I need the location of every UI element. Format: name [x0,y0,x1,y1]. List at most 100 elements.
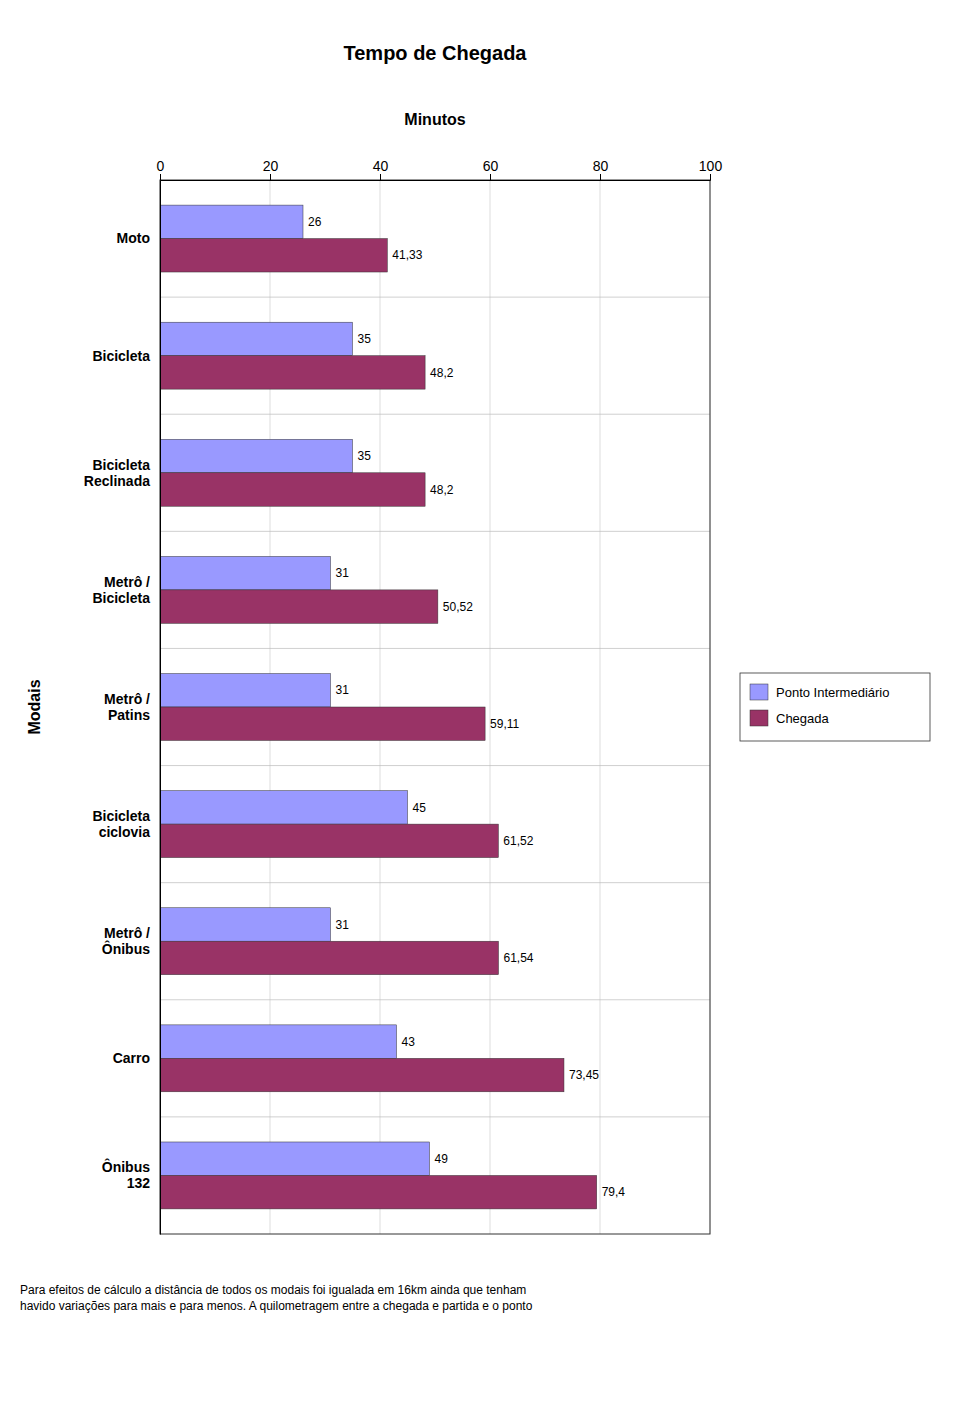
tick: Metrô /Bicicleta [92,574,160,606]
text-line: 132 [127,1175,151,1191]
category-separator [160,1116,710,1117]
data-label: 49 [435,1152,449,1166]
text-line: Patins [108,707,150,723]
tick: 0 [157,158,165,180]
text-line: Bicicleta [92,457,150,473]
bar [160,473,425,506]
tick: 80 [593,158,609,180]
tick-mark [270,174,271,180]
legend-label: Ponto Intermediário [776,685,889,700]
legend-swatch [750,684,768,700]
tick-label: Bicicletaciclovia [92,808,150,840]
text-line: Bicicleta [92,348,150,364]
tick-mark [380,174,381,180]
x-axis: 0 20 40 60 80 100 [157,158,723,181]
bar [160,791,408,824]
tick-mark [160,174,161,180]
text-line: havido variações para mais e para menos.… [20,1299,533,1313]
tick: 40 [373,158,389,180]
data-label: 41,33 [392,248,422,262]
tick: Bicicleta [92,348,160,364]
axis-line [160,181,161,1235]
text-line: Metrô / [104,574,150,590]
tick: Metrô /Ônibus [102,925,160,957]
tick-mark [490,174,491,180]
data-label: 35 [358,332,372,346]
separators [160,297,710,1117]
tick: 60 [483,158,499,180]
tick-mark [600,174,601,180]
data-label: 35 [358,449,372,463]
text-line: Para efeitos de cálculo a distância de t… [20,1283,526,1297]
category-separator [160,297,710,298]
bar [160,1058,564,1091]
tick: Moto [117,230,160,246]
data-label: 59,11 [490,717,519,731]
tick-label: Metrô /Patins [104,691,150,723]
tick: Bicicletaciclovia [92,808,160,840]
data-label: 48,2 [430,483,454,497]
category-separator [160,414,710,415]
data-label: 73,45 [569,1068,599,1082]
text-line: Moto [117,230,150,246]
data-label: 45 [413,801,427,815]
bar [160,707,485,740]
tick: Ônibus132 [102,1158,160,1191]
series [160,205,430,1175]
legend-item: Ponto Intermediário [750,684,889,700]
text-line: Bicicleta [92,808,150,824]
bars [160,205,597,1209]
tick-label: Carro [113,1050,150,1066]
y-axis-title: Modais [26,679,43,734]
title: Tempo de Chegada [344,42,528,64]
tick-label: 100 [699,158,723,174]
tick-label: 60 [483,158,499,174]
y-axis: MotoBicicletaBicicletaReclinadaMetrô /Bi… [84,181,161,1235]
data-label: 43 [402,1035,416,1049]
text-line: ciclovia [99,824,151,840]
bar [160,941,498,974]
legend-frame [740,673,930,741]
chart: Tempo de ChegadaMinutos26353531314531434… [0,0,960,1404]
tick: BicicletaReclinada [84,457,160,489]
tick-label: 80 [593,158,609,174]
bar [160,556,331,589]
grid [160,180,710,1234]
data-label: 50,52 [443,600,473,614]
data-label: 79,4 [602,1185,626,1199]
bar [160,1025,397,1058]
tick: 100 [699,158,723,180]
data-label: 26 [308,215,322,229]
data-label: 31 [336,566,350,580]
category-separator [160,882,710,883]
text-line: Metrô / [104,691,150,707]
bar [160,439,353,472]
tick-label: 40 [373,158,389,174]
grid-line [600,180,601,1234]
plot: 26353531314531434941,3348,248,250,5259,1… [84,158,723,1235]
tick-label: Ônibus132 [102,1158,150,1191]
bar [160,1175,597,1208]
bar [160,674,331,707]
tick-mark [710,174,711,180]
tick-label: 20 [263,158,279,174]
series [160,239,597,1209]
data-label: 31 [336,918,350,932]
text-line: Bicicleta [92,590,150,606]
text-line: Ônibus [102,1158,150,1175]
bar [160,239,387,272]
bar [160,1142,430,1175]
data-label: 61,54 [503,951,533,965]
legend: Ponto IntermediárioChegada [740,673,930,741]
category-separator [160,999,710,1000]
tick-label: Metrô /Bicicleta [92,574,150,606]
category-separator [160,765,710,766]
tick: 20 [263,158,279,180]
tick-label: Metrô /Ônibus [102,925,150,957]
legend-swatch [750,710,768,726]
tick-label: Moto [117,230,150,246]
text-line: Ônibus [102,940,150,957]
tick-label: 0 [157,158,165,174]
bar [160,590,438,623]
annotation: Para efeitos de cálculo a distância de t… [20,1283,533,1313]
